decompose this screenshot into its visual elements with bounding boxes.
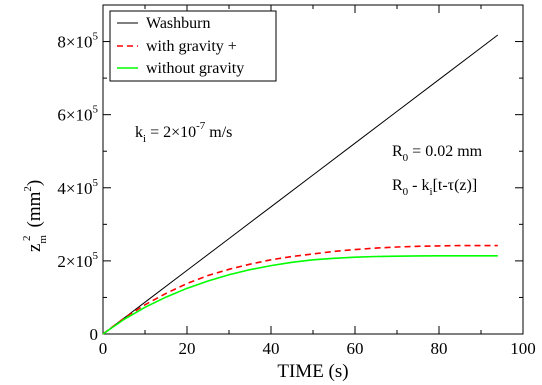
axis-tick-labels: 0 20 40 60 80 100 0 2×105 4×105 6×105 8×105 bbox=[57, 31, 535, 358]
y-axis-title: zm2(mm2) bbox=[21, 180, 49, 252]
annotation-ki: ki = 2×10-7 m/s bbox=[135, 120, 232, 145]
x-tick-label-0: 0 bbox=[99, 339, 108, 358]
series-line-with-gravity bbox=[102, 244, 498, 335]
legend-label-with-gravity: with gravity + bbox=[146, 38, 237, 55]
legend-label-without-gravity: without gravity bbox=[146, 60, 244, 77]
x-tick-label-80: 80 bbox=[431, 339, 448, 358]
series-line-without-gravity bbox=[102, 254, 498, 335]
y-tick-label-800000: 8×105 bbox=[57, 31, 98, 52]
legend: Washburn with gravity + without gravity bbox=[109, 10, 277, 82]
y-tick-label-400000: 4×105 bbox=[57, 177, 98, 198]
y-tick-label-0: 0 bbox=[90, 325, 99, 344]
x-tick-label-100: 100 bbox=[510, 339, 536, 358]
y-tick-label-200000: 2×105 bbox=[57, 250, 98, 271]
x-tick-label-60: 60 bbox=[347, 339, 364, 358]
series-line-washburn bbox=[102, 34, 499, 335]
annotation-r0-expression: R0 - ki[t-τ(z)] bbox=[392, 177, 477, 198]
annotation-r0: R0 = 0.02 mm bbox=[392, 143, 483, 164]
x-tick-label-40: 40 bbox=[263, 339, 280, 358]
y-tick-label-600000: 6×105 bbox=[57, 104, 98, 125]
x-axis-title: TIME (s) bbox=[277, 361, 348, 382]
series-lines bbox=[102, 34, 499, 335]
x-tick-label-20: 20 bbox=[179, 339, 196, 358]
legend-label-washburn: Washburn bbox=[146, 15, 210, 32]
